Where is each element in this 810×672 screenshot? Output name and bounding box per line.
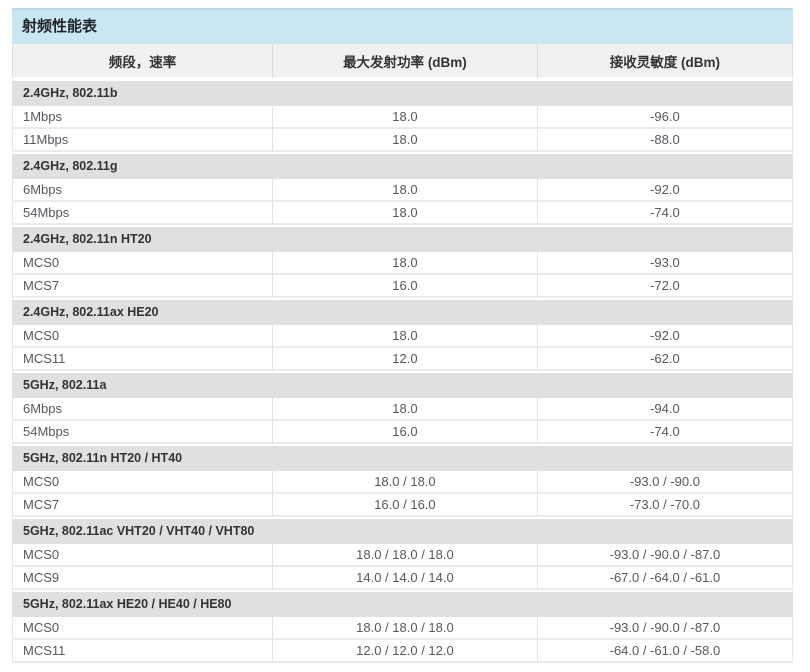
section-label: 2.4GHz, 802.11g (12, 152, 793, 179)
column-header-rate: 频段，速率 (12, 44, 273, 79)
table-row: 6Mbps 18.0 -92.0 (12, 179, 793, 202)
section-row: 5GHz, 802.11ax HE20 / HE40 / HE80 (12, 590, 793, 617)
rate-cell: 6Mbps (12, 179, 273, 202)
table-row: MCS0 18.0 / 18.0 -93.0 / -90.0 (12, 471, 793, 494)
table-row: MCS7 16.0 -72.0 (12, 275, 793, 298)
tx-power-cell: 18.0 (272, 179, 537, 202)
section-label: 2.4GHz, 802.11ax HE20 (12, 298, 793, 325)
rx-sensitivity-cell: -96.0 (536, 106, 793, 129)
rx-sensitivity-cell: -62.0 (536, 348, 793, 371)
rate-cell: MCS7 (12, 494, 273, 517)
tx-power-cell: 18.0 (272, 202, 537, 225)
table-row: 54Mbps 16.0 -74.0 (12, 421, 793, 444)
rx-sensitivity-cell: -73.0 / -70.0 (536, 494, 793, 517)
table-row: MCS0 18.0 / 18.0 / 18.0 -93.0 / -90.0 / … (12, 617, 793, 640)
section-row: 5GHz, 802.11a (12, 371, 793, 398)
rate-cell: MCS0 (12, 252, 273, 275)
section-label: 2.4GHz, 802.11b (12, 79, 793, 106)
rate-cell: 54Mbps (12, 421, 273, 444)
tx-power-cell: 12.0 (272, 348, 537, 371)
rate-cell: MCS0 (12, 325, 273, 348)
tx-power-cell: 18.0 / 18.0 (272, 471, 537, 494)
rx-sensitivity-cell: -74.0 (536, 202, 793, 225)
rx-sensitivity-cell: -67.0 / -64.0 / -61.0 (536, 567, 793, 590)
column-header-rx-sensitivity: 接收灵敏度 (dBm) (536, 44, 793, 79)
section-label: 5GHz, 802.11ax HE20 / HE40 / HE80 (12, 590, 793, 617)
table-row: 6Mbps 18.0 -94.0 (12, 398, 793, 421)
column-header-tx-power: 最大发射功率 (dBm) (272, 44, 537, 79)
rate-cell: 54Mbps (12, 202, 273, 225)
rate-cell: MCS11 (12, 348, 273, 371)
rx-sensitivity-cell: -93.0 / -90.0 (536, 471, 793, 494)
section-row: 2.4GHz, 802.11ax HE20 (12, 298, 793, 325)
rf-performance-panel: 射频性能表 频段，速率 最大发射功率 (dBm) 接收灵敏度 (dBm) 2.4… (12, 8, 793, 663)
tx-power-cell: 16.0 (272, 275, 537, 298)
rx-sensitivity-cell: -93.0 (536, 252, 793, 275)
table-row: 1Mbps 18.0 -96.0 (12, 106, 793, 129)
table-row: MCS9 14.0 / 14.0 / 14.0 -67.0 / -64.0 / … (12, 567, 793, 590)
table-row: MCS11 12.0 -62.0 (12, 348, 793, 371)
rate-cell: MCS0 (12, 544, 273, 567)
section-label: 5GHz, 802.11ac VHT20 / VHT40 / VHT80 (12, 517, 793, 544)
section-row: 5GHz, 802.11ac VHT20 / VHT40 / VHT80 (12, 517, 793, 544)
rf-performance-table: 频段，速率 最大发射功率 (dBm) 接收灵敏度 (dBm) 2.4GHz, 8… (12, 44, 793, 663)
rx-sensitivity-cell: -93.0 / -90.0 / -87.0 (536, 617, 793, 640)
rx-sensitivity-cell: -92.0 (536, 325, 793, 348)
header-row: 频段，速率 最大发射功率 (dBm) 接收灵敏度 (dBm) (12, 44, 793, 79)
tx-power-cell: 16.0 / 16.0 (272, 494, 537, 517)
page-title: 射频性能表 (12, 8, 793, 44)
rate-cell: MCS9 (12, 567, 273, 590)
tx-power-cell: 16.0 (272, 421, 537, 444)
section-label: 5GHz, 802.11n HT20 / HT40 (12, 444, 793, 471)
table-row: 54Mbps 18.0 -74.0 (12, 202, 793, 225)
tx-power-cell: 18.0 (272, 106, 537, 129)
rate-cell: MCS0 (12, 471, 273, 494)
rx-sensitivity-cell: -88.0 (536, 129, 793, 152)
rx-sensitivity-cell: -64.0 / -61.0 / -58.0 (536, 640, 793, 663)
table-row: MCS11 12.0 / 12.0 / 12.0 -64.0 / -61.0 /… (12, 640, 793, 663)
table-row: MCS0 18.0 -92.0 (12, 325, 793, 348)
tx-power-cell: 18.0 / 18.0 / 18.0 (272, 544, 537, 567)
rf-table-body: 2.4GHz, 802.11b 1Mbps 18.0 -96.0 11Mbps … (12, 79, 793, 663)
rate-cell: MCS7 (12, 275, 273, 298)
tx-power-cell: 18.0 (272, 325, 537, 348)
tx-power-cell: 12.0 / 12.0 / 12.0 (272, 640, 537, 663)
table-row: MCS0 18.0 -93.0 (12, 252, 793, 275)
table-row: MCS0 18.0 / 18.0 / 18.0 -93.0 / -90.0 / … (12, 544, 793, 567)
rate-cell: MCS0 (12, 617, 273, 640)
section-row: 5GHz, 802.11n HT20 / HT40 (12, 444, 793, 471)
section-label: 5GHz, 802.11a (12, 371, 793, 398)
tx-power-cell: 18.0 (272, 398, 537, 421)
rx-sensitivity-cell: -74.0 (536, 421, 793, 444)
table-header: 频段，速率 最大发射功率 (dBm) 接收灵敏度 (dBm) (12, 44, 793, 79)
rate-cell: 1Mbps (12, 106, 273, 129)
table-row: MCS7 16.0 / 16.0 -73.0 / -70.0 (12, 494, 793, 517)
rate-cell: MCS11 (12, 640, 273, 663)
rx-sensitivity-cell: -94.0 (536, 398, 793, 421)
rate-cell: 6Mbps (12, 398, 273, 421)
rx-sensitivity-cell: -92.0 (536, 179, 793, 202)
rx-sensitivity-cell: -72.0 (536, 275, 793, 298)
rate-cell: 11Mbps (12, 129, 273, 152)
table-row: 11Mbps 18.0 -88.0 (12, 129, 793, 152)
section-label: 2.4GHz, 802.11n HT20 (12, 225, 793, 252)
tx-power-cell: 18.0 (272, 252, 537, 275)
section-row: 2.4GHz, 802.11n HT20 (12, 225, 793, 252)
tx-power-cell: 18.0 (272, 129, 537, 152)
tx-power-cell: 14.0 / 14.0 / 14.0 (272, 567, 537, 590)
section-row: 2.4GHz, 802.11b (12, 79, 793, 106)
section-row: 2.4GHz, 802.11g (12, 152, 793, 179)
rx-sensitivity-cell: -93.0 / -90.0 / -87.0 (536, 544, 793, 567)
tx-power-cell: 18.0 / 18.0 / 18.0 (272, 617, 537, 640)
